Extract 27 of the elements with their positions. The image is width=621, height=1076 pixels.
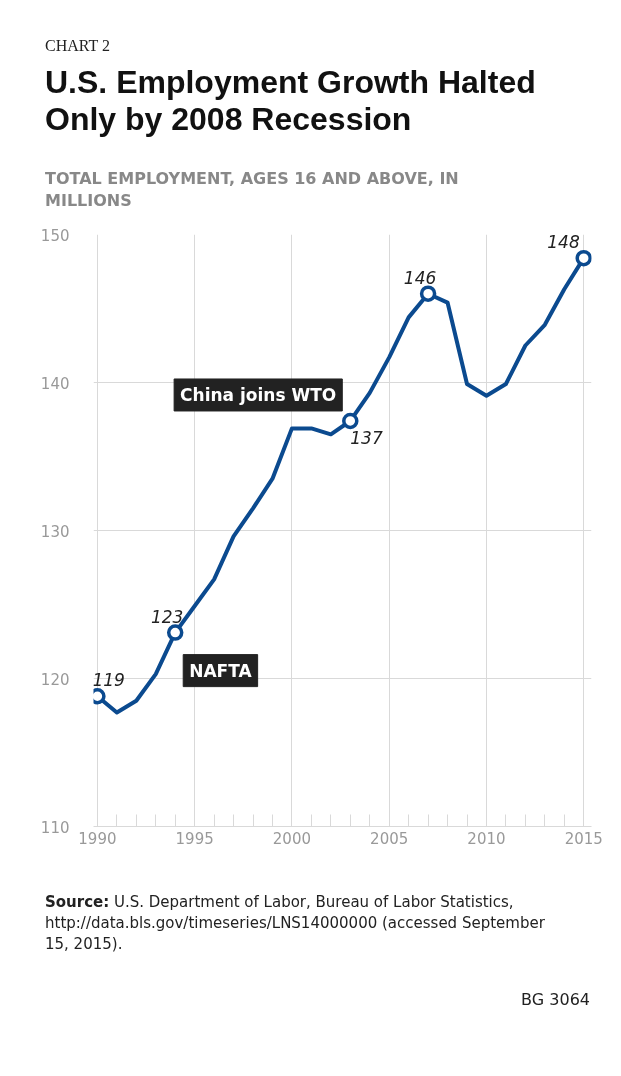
y-tick-label: 150 [40, 226, 70, 245]
x-tick-label: 2015 [564, 829, 603, 848]
y-tick-label: 110 [40, 818, 70, 837]
data-label: 123 [150, 606, 184, 627]
annotation: NAFTA [189, 660, 253, 681]
x-tick-label: 2005 [370, 829, 409, 848]
y-tick-label: 130 [40, 522, 70, 541]
x-tick-label: 2010 [467, 829, 506, 848]
y-tick-label: 140 [40, 374, 70, 393]
annotation: China joins WTO [180, 384, 337, 405]
data-label: 148 [547, 232, 580, 253]
x-tick-label: 1995 [175, 829, 214, 848]
x-tick-label: 2000 [272, 829, 312, 848]
point [419, 285, 437, 302]
chart-title: U.S. Employment Growth Halted Only by 2008 Recession [45, 63, 537, 138]
x-tick-label: 1990 [78, 829, 117, 848]
data-label: 146 [403, 267, 437, 288]
point [342, 412, 359, 430]
text: BG 3064 [520, 988, 590, 1011]
data-label: 119 [92, 670, 125, 691]
point [575, 249, 592, 267]
y-tick-label: 120 [40, 670, 70, 689]
data-label: 137 [350, 427, 383, 448]
y-axis-title: TOTAL EMPLOYMENT, AGES 16 AND ABOVE, IN MILLIONS [45, 167, 460, 212]
source-note: Source: U.S. Department of Labor, Bureau of Labor Statistics, http://data.bls.gov/timeseries/LNS14000000 (accessed September 15, 2015). [45, 891, 546, 955]
point [166, 624, 184, 641]
caption: CHART 2 [45, 36, 111, 56]
